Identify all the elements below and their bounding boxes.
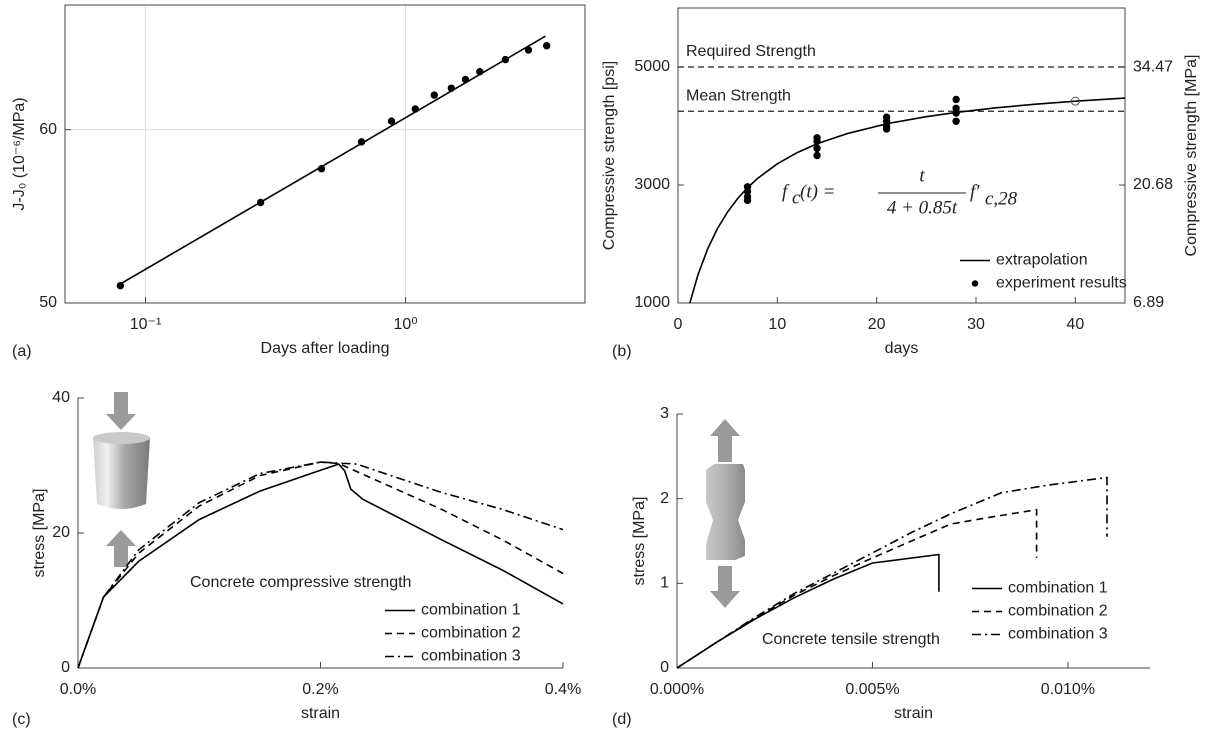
legend-label: combination 3 [1008, 626, 1108, 643]
y-tick-label: 0 [660, 659, 669, 676]
x-tick-label: 0.2% [302, 681, 338, 698]
x-tick-label: 0.0% [60, 681, 96, 698]
y2-axis-label: Compressive strength [MPa] [1183, 55, 1200, 257]
y-tick-label: 20 [52, 524, 70, 541]
data-point [952, 117, 960, 125]
series-line [689, 97, 1126, 304]
legend-swatch [971, 280, 979, 287]
panel-label: (b) [612, 343, 632, 360]
x-tick-label: 0.010% [1041, 681, 1095, 698]
x-axis-label: strain [301, 705, 340, 722]
data-point [1070, 96, 1080, 106]
tension-icon [706, 419, 745, 608]
y-tick-label: 5000 [634, 58, 670, 75]
data-point [116, 281, 125, 290]
x-tick-label: 0.005% [845, 681, 899, 698]
x-axis-label: days [885, 340, 919, 357]
x-tick-label: 10 [768, 316, 786, 333]
series-line [77, 463, 564, 669]
panel-label: (a) [12, 343, 32, 360]
series-line [119, 35, 546, 285]
formula-part: f′ [970, 181, 980, 202]
x-tick-label: 0.000% [650, 681, 704, 698]
legend-label: combination 2 [421, 625, 521, 642]
panel-label: (c) [12, 711, 31, 728]
data-point [542, 42, 551, 50]
legend-label: combination 1 [421, 602, 521, 619]
series-line [77, 461, 564, 669]
y-tick-label: 40 [52, 389, 70, 406]
y-axis-label: stress [MPa] [31, 489, 48, 578]
y2-tick-label: 20.68 [1133, 176, 1173, 193]
data-point [813, 144, 821, 153]
annotation: Concrete compressive strength [190, 574, 411, 591]
y2-tick-label: 34.47 [1133, 58, 1173, 75]
legend-label: combination 1 [1008, 580, 1108, 597]
y2-tick-label: 6.89 [1133, 294, 1164, 311]
data-point [387, 117, 396, 125]
panel-label: (d) [612, 711, 632, 728]
formula-part: t [919, 165, 925, 186]
x-tick-label: 10⁰ [393, 316, 417, 333]
data-point [882, 125, 891, 133]
plot-frame [64, 4, 586, 304]
y-tick-label: 2 [660, 490, 669, 507]
x-axis-label: Days after loading [261, 340, 390, 357]
reference-label: Required Strength [686, 43, 816, 60]
y-tick-label: 1 [660, 575, 669, 592]
annotation: Concrete tensile strength [762, 631, 940, 648]
formula-part: c [792, 187, 801, 208]
y-tick-label: 1000 [634, 294, 670, 311]
y-axis-label: stress [MPa] [631, 497, 648, 586]
series-line [676, 553, 940, 669]
y-tick-label: 0 [61, 659, 70, 676]
x-tick-label: 40 [1066, 316, 1084, 333]
legend-label: combination 2 [1008, 603, 1108, 620]
x-tick-label: 0.4% [545, 681, 581, 698]
data-point [952, 95, 960, 104]
x-axis-label: strain [894, 705, 933, 722]
compression-icon [93, 392, 150, 567]
formula-part: (t) = [800, 181, 836, 202]
data-point [813, 137, 821, 146]
x-tick-label: 10⁻¹ [130, 316, 162, 333]
formula-part: f [782, 181, 790, 202]
reference-label: Mean Strength [686, 87, 791, 104]
data-point [952, 109, 960, 117]
y-axis-label: J-J₀ (10⁻⁶/MPa) [11, 97, 28, 210]
data-point [430, 91, 439, 99]
data-point [813, 151, 821, 160]
y-axis-label: Compressive strength [psi] [601, 61, 618, 250]
legend-label: extrapolation [996, 252, 1088, 269]
plot-frame [677, 7, 1126, 304]
x-tick-label: 0 [674, 316, 683, 333]
legend-label: experiment results [996, 275, 1127, 292]
legend-label: combination 3 [421, 648, 521, 665]
series-line [77, 461, 564, 669]
y-tick-label: 50 [39, 294, 57, 311]
series-line [676, 476, 1108, 669]
x-tick-label: 30 [967, 316, 985, 333]
x-tick-label: 20 [868, 316, 886, 333]
y-tick-label: 60 [39, 121, 57, 138]
y-tick-label: 3 [660, 405, 669, 422]
formula-part: 4 + 0.85t [887, 197, 958, 218]
data-point [743, 196, 752, 205]
y-tick-label: 3000 [634, 176, 670, 193]
formula-part: c,28 [985, 188, 1018, 209]
